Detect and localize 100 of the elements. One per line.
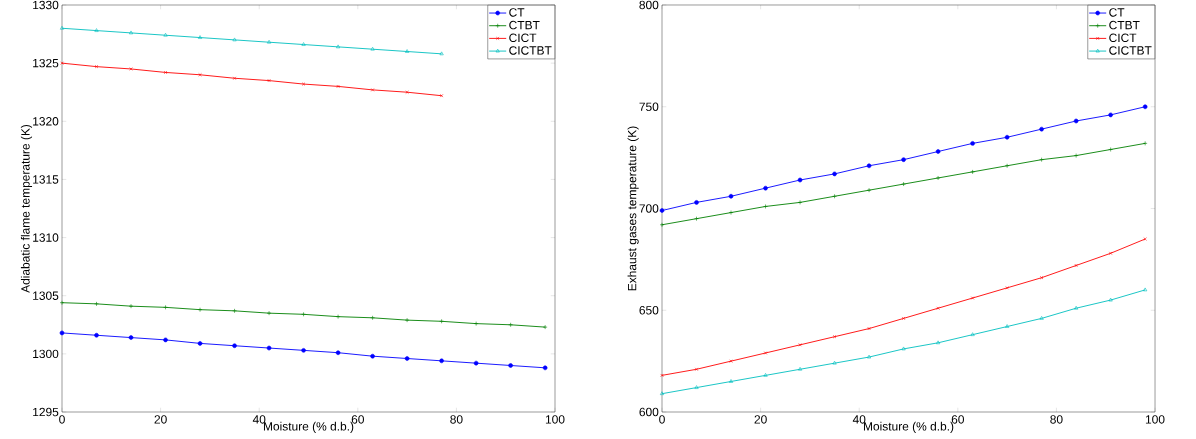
y-tick-label: 700 (639, 204, 659, 213)
point (1004, 163, 1010, 169)
point (659, 208, 665, 213)
point (728, 194, 734, 199)
y-tick-label: 1295 (33, 407, 59, 417)
y-tick-label: 1330 (33, 0, 59, 10)
point (301, 312, 306, 317)
point (1074, 263, 1078, 268)
point (728, 210, 734, 215)
legend-label: CTBT (1109, 20, 1140, 30)
point (405, 90, 409, 94)
y-tick-label: 1325 (33, 58, 59, 68)
point (1039, 126, 1044, 132)
point (694, 200, 699, 205)
point (763, 351, 768, 355)
point (866, 163, 872, 169)
point (163, 32, 168, 37)
point (1108, 147, 1113, 152)
x-tick-label: 100 (1145, 415, 1165, 424)
y-tick-label: 1320 (33, 117, 59, 126)
point (798, 343, 802, 347)
point (94, 28, 99, 32)
point (370, 353, 375, 359)
point (1074, 305, 1079, 310)
point (163, 305, 168, 310)
y-tick-label: 1305 (33, 291, 59, 300)
point (1039, 157, 1044, 162)
point (970, 296, 975, 300)
point (128, 335, 134, 340)
point (694, 216, 699, 221)
x-tick-label: 20 (754, 415, 767, 424)
point (1073, 153, 1079, 158)
point (59, 330, 65, 336)
x-tick-label: 80 (1050, 415, 1063, 424)
point (370, 88, 375, 92)
point (335, 350, 341, 355)
point (266, 345, 272, 351)
point (832, 171, 837, 177)
point (542, 365, 548, 371)
y-tick-label: 600 (639, 407, 659, 417)
point (832, 360, 837, 365)
point (198, 35, 203, 39)
point (694, 385, 699, 389)
y-tick-label: 1315 (33, 175, 59, 184)
point (763, 373, 768, 377)
point (1004, 134, 1010, 140)
point (763, 204, 768, 209)
y-tick-label: 650 (639, 306, 659, 315)
point (232, 76, 237, 80)
point (129, 30, 134, 35)
point (197, 341, 203, 346)
point (935, 149, 941, 154)
point (832, 335, 837, 339)
point (267, 39, 272, 44)
point (1073, 118, 1079, 124)
legend-label: CICTBT (1109, 46, 1152, 55)
point (404, 317, 410, 323)
point (266, 310, 272, 316)
point (1108, 297, 1113, 302)
legend-label: CT (509, 8, 525, 17)
point (1108, 251, 1113, 255)
point (370, 46, 375, 51)
point (163, 337, 168, 343)
legend-label: CICT (509, 33, 537, 43)
point (1142, 104, 1148, 110)
point (128, 303, 134, 309)
point (763, 185, 768, 191)
legend-label: CICTBT (509, 46, 552, 55)
point (473, 360, 479, 366)
point (970, 332, 975, 336)
point (370, 315, 375, 321)
point (901, 316, 906, 321)
point (1005, 324, 1010, 328)
y-axis-title: Adiabatic flame temperature (K) (20, 124, 33, 293)
point (197, 307, 203, 312)
point (1039, 275, 1044, 280)
point (729, 359, 733, 363)
point (694, 367, 699, 371)
x-tick-label: 100 (545, 415, 565, 424)
point (335, 314, 341, 319)
point (866, 187, 872, 193)
y-axis-title: Exhaust gases temperature (K) (627, 126, 639, 291)
point (232, 343, 237, 349)
legend-label: CT (1109, 8, 1125, 17)
x-tick-label: 40 (852, 415, 866, 424)
point (970, 141, 975, 146)
point (267, 78, 271, 83)
point (729, 379, 734, 383)
point (439, 319, 444, 324)
point (901, 157, 906, 162)
point (301, 82, 306, 86)
point (508, 322, 513, 328)
point (301, 348, 306, 353)
point (797, 200, 803, 205)
point (405, 49, 410, 53)
x-tick-label: 0 (59, 415, 65, 424)
point (473, 321, 479, 326)
point (970, 169, 975, 175)
point (336, 44, 341, 49)
point (1005, 286, 1009, 290)
